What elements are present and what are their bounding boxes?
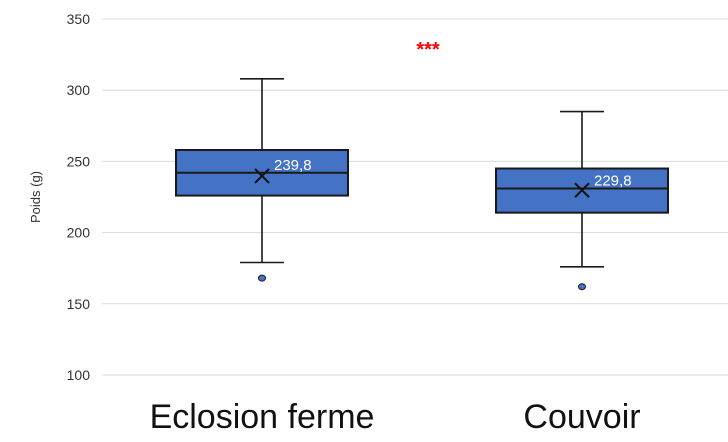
category-label-eclosion-ferme: Eclosion ferme [149, 398, 375, 436]
mean-label-eclosion-ferme: 239,8 [274, 157, 312, 174]
y-tick-label-350: 350 [67, 11, 91, 27]
y-tick-label-300: 300 [67, 82, 91, 98]
y-tick-label-150: 150 [67, 296, 91, 312]
significance-marker: *** [416, 39, 440, 61]
y-tick-label-100: 100 [67, 367, 91, 383]
outlier-eclosion-ferme-0 [258, 274, 266, 282]
mean-marker-b-eclosion-ferme [254, 168, 270, 184]
category-label-couvoir: Couvoir [523, 398, 641, 436]
mean-label-couvoir: 229,8 [594, 172, 632, 189]
outlier-couvoir-0 [578, 283, 586, 291]
y-axis-label: Poids (g) [28, 171, 43, 223]
y-tick-labels: 100 150 200 250 300 350 [67, 11, 91, 383]
mean-marker-b-couvoir [574, 182, 590, 198]
y-tick-label-250: 250 [67, 153, 91, 169]
y-tick-label-200: 200 [67, 225, 91, 241]
boxes-group: 239,8 229,8 [175, 78, 669, 291]
